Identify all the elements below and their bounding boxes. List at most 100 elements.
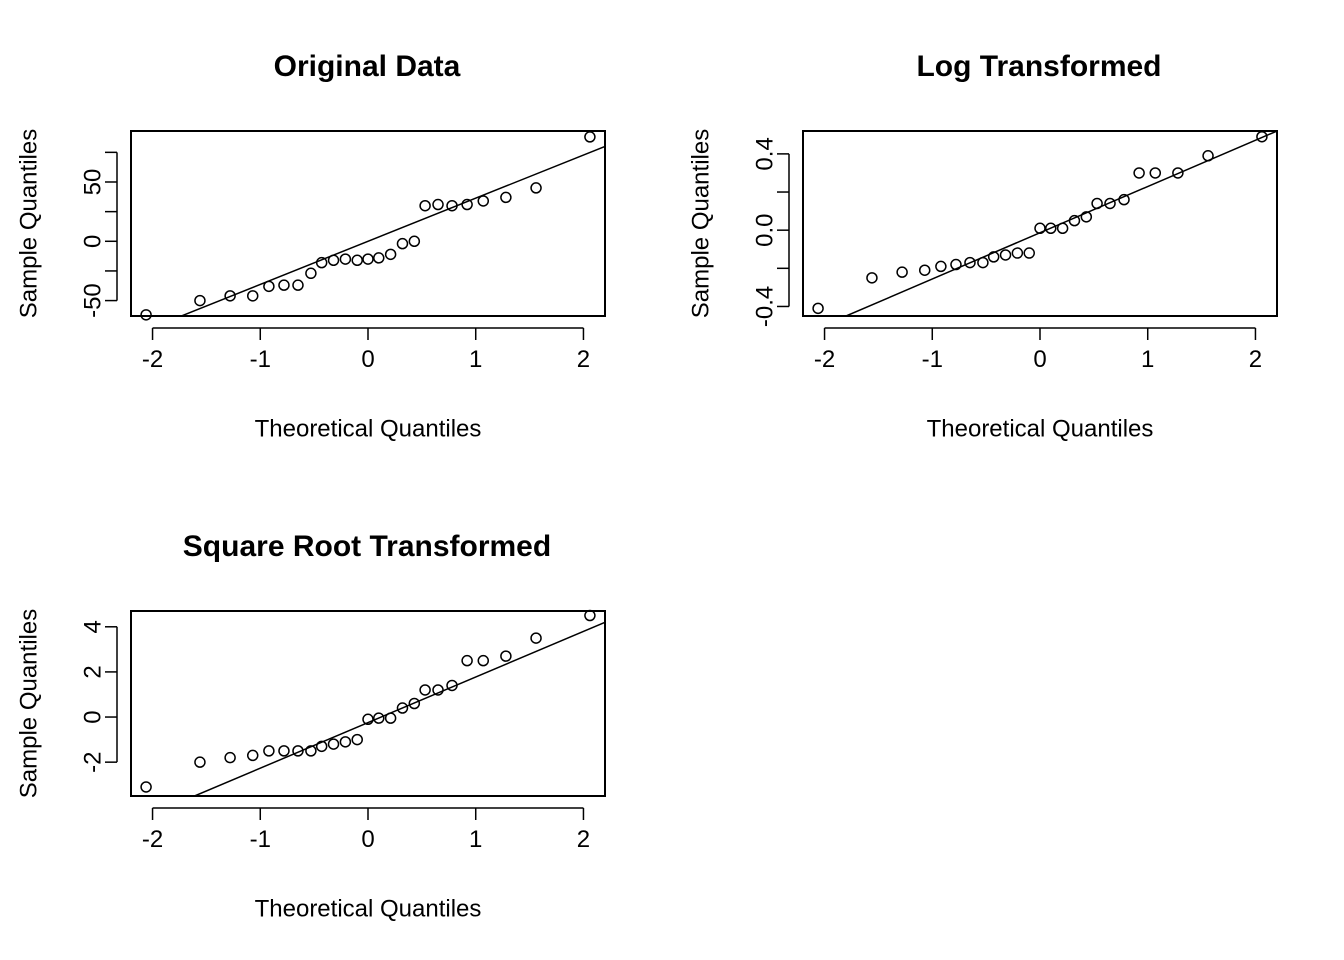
data-point xyxy=(351,733,363,746)
data-point xyxy=(246,290,259,302)
data-point xyxy=(351,254,363,267)
data-point xyxy=(964,256,976,269)
data-point xyxy=(446,199,458,212)
data-point xyxy=(419,199,431,212)
data-point xyxy=(194,294,206,307)
data-point xyxy=(432,684,444,696)
data-point xyxy=(1068,214,1081,227)
data-point xyxy=(140,781,152,793)
data-point xyxy=(1045,222,1057,235)
data-point xyxy=(1104,197,1116,210)
data-point xyxy=(987,251,1000,263)
data-point xyxy=(896,266,908,278)
data-point xyxy=(1011,247,1024,259)
x-tick-label: -2 xyxy=(142,346,163,373)
data-point xyxy=(339,736,352,748)
data-point xyxy=(477,195,490,207)
data-point xyxy=(918,264,931,276)
x-tick-label: -1 xyxy=(250,346,271,373)
y-tick-label: 0 xyxy=(79,235,106,248)
data-point xyxy=(1023,247,1035,259)
data-point xyxy=(500,650,512,662)
data-point xyxy=(812,302,824,315)
data-point xyxy=(477,654,490,667)
data-point xyxy=(1118,193,1130,206)
x-tick-label: 2 xyxy=(577,346,590,373)
chart-title: Square Root Transformed xyxy=(183,530,551,563)
y-tick-label: 0.4 xyxy=(751,137,778,170)
data-point xyxy=(140,309,152,321)
data-point xyxy=(419,684,431,696)
y-tick-label: -50 xyxy=(79,283,106,318)
panel-log-transformed: Log Transformed -2 -1 0 1 2 -0.4 0.0 0.4 Theoreti… xyxy=(687,50,1278,442)
y-axis-title: Sample Quantiles xyxy=(687,129,714,318)
data-point xyxy=(584,131,596,143)
data-point xyxy=(1149,167,1162,179)
x-tick-label: 2 xyxy=(1249,346,1262,373)
data-point xyxy=(1034,222,1046,235)
data-point xyxy=(315,740,328,753)
data-point xyxy=(373,252,385,264)
x-tick-label: -2 xyxy=(142,826,163,853)
data-point xyxy=(263,280,275,293)
y-tick-label: -2 xyxy=(79,751,106,772)
data-point xyxy=(384,248,397,261)
data-point xyxy=(224,290,236,302)
data-point xyxy=(1202,150,1214,162)
panel-square-root-transformed: Square Root Transformed -2 -1 0 1 2 -2 0 2 4 Theor… xyxy=(15,530,606,922)
data-point xyxy=(194,756,206,768)
y-axis-title: Sample Quantiles xyxy=(15,609,42,798)
x-axis-title: Theoretical Quantiles xyxy=(255,895,482,922)
data-point xyxy=(977,256,989,269)
data-point xyxy=(530,182,542,194)
y-tick-label: 0.0 xyxy=(751,213,778,246)
data-point xyxy=(224,751,236,764)
x-tick-label: -1 xyxy=(922,346,943,373)
panel-original-data: Original Data -2 -1 0 1 2 -50 0 50 Theoretical Qu… xyxy=(15,50,606,442)
data-point xyxy=(432,198,444,211)
x-tick-label: -2 xyxy=(814,346,835,373)
data-point xyxy=(461,654,473,667)
data-point xyxy=(1133,167,1145,179)
data-point xyxy=(315,256,328,269)
data-point xyxy=(396,237,409,250)
plot-frame xyxy=(130,610,606,797)
data-point xyxy=(373,712,385,724)
data-point xyxy=(327,738,340,750)
qq-reference-line xyxy=(194,621,605,796)
data-point xyxy=(935,260,947,273)
y-tick-label: 2 xyxy=(79,665,106,678)
data-point xyxy=(500,191,512,204)
data-point xyxy=(446,679,458,692)
data-point xyxy=(327,254,340,267)
data-point xyxy=(396,702,409,714)
data-point xyxy=(408,235,421,248)
x-tick-label: -1 xyxy=(250,826,271,853)
data-point xyxy=(950,258,962,271)
data-point xyxy=(263,745,275,757)
data-point xyxy=(1172,167,1184,179)
data-point xyxy=(362,713,374,726)
data-point xyxy=(292,279,304,291)
data-point xyxy=(305,267,317,280)
x-tick-label: 0 xyxy=(361,346,374,373)
data-point xyxy=(461,198,473,211)
x-tick-label: 1 xyxy=(469,826,482,853)
data-point xyxy=(1056,222,1069,235)
x-axis-title: Theoretical Quantiles xyxy=(927,415,1154,442)
x-tick-label: 1 xyxy=(1141,346,1154,373)
data-point xyxy=(278,745,290,757)
data-point xyxy=(278,279,290,291)
plot-frame xyxy=(130,130,606,317)
plot-frame xyxy=(802,130,1278,317)
data-point xyxy=(999,249,1012,261)
y-axis-title: Sample Quantiles xyxy=(15,129,42,318)
data-point xyxy=(1091,197,1103,210)
data-point xyxy=(384,712,397,724)
data-point xyxy=(305,745,317,757)
data-point xyxy=(1080,211,1093,223)
x-tick-label: 0 xyxy=(361,826,374,853)
data-point xyxy=(866,272,878,284)
x-tick-label: 0 xyxy=(1033,346,1046,373)
